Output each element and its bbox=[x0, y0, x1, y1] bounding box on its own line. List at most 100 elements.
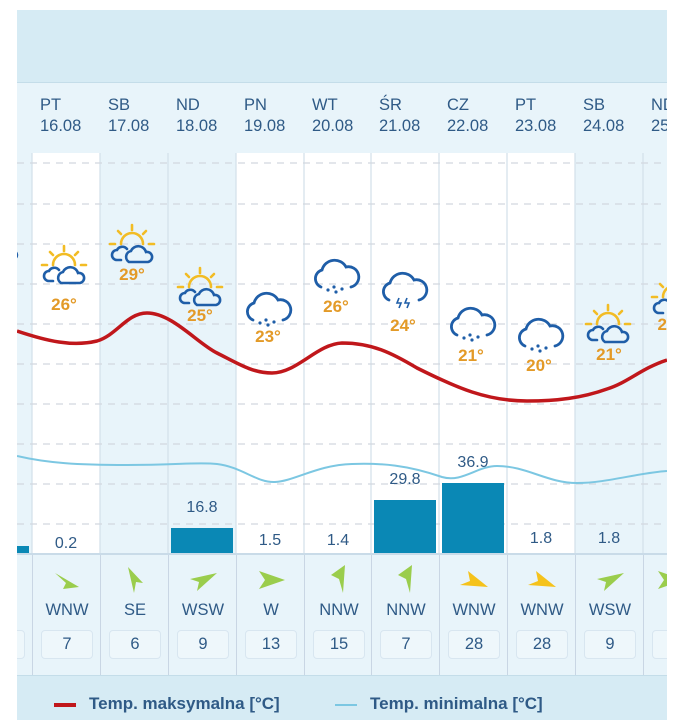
precipitation-label: 1.8 bbox=[529, 530, 553, 547]
wind-arrow-icon bbox=[528, 571, 556, 587]
wind-direction: SE bbox=[123, 601, 146, 619]
day-of-week: WT bbox=[312, 96, 338, 114]
max-temp-label: 23° bbox=[255, 327, 281, 346]
wind-arrow-icon bbox=[55, 573, 79, 589]
grid-lines bbox=[17, 162, 667, 525]
min-temp-swatch bbox=[335, 704, 357, 706]
day-date: 16.08 bbox=[40, 117, 82, 135]
min-temp-line bbox=[17, 455, 667, 485]
precipitation-label: 1.4 bbox=[326, 532, 350, 549]
day-of-week: PT bbox=[40, 96, 62, 114]
wind-speed-box bbox=[652, 630, 667, 659]
precipitation-label: 0.2 bbox=[54, 535, 78, 552]
wind-direction: WNW bbox=[45, 601, 89, 619]
wind-cell: WNW 7 bbox=[32, 555, 101, 675]
wind-speed-box bbox=[17, 630, 25, 659]
wind-speed-box: 28 bbox=[448, 630, 500, 659]
day-header: PT 16.08 bbox=[40, 95, 108, 137]
wind-speed-box: 7 bbox=[380, 630, 432, 659]
max-temp-label: 26° bbox=[51, 295, 77, 314]
day-date: 24.08 bbox=[583, 117, 625, 135]
rain-cloud-icon bbox=[445, 305, 499, 343]
wind-cell: WNW 28 bbox=[439, 555, 508, 675]
wind-speed-box: 7 bbox=[41, 630, 93, 659]
sun-behind-clouds-icon bbox=[649, 275, 667, 319]
day-header: PN 19.08 bbox=[244, 95, 312, 137]
sun-behind-clouds-icon bbox=[17, 237, 27, 267]
wind-cell: WSW 9 bbox=[575, 555, 644, 675]
day-header: ND 18.08 bbox=[176, 95, 244, 137]
wind-cell: W 13 bbox=[236, 555, 305, 675]
max-temp-label: 25° bbox=[187, 306, 213, 325]
sun-behind-clouds-icon bbox=[39, 243, 89, 287]
wind-speed-box: 6 bbox=[109, 630, 161, 659]
day-date: 17.08 bbox=[108, 117, 150, 135]
wind-direction: WNW bbox=[520, 601, 564, 619]
day-of-week: PT bbox=[515, 96, 537, 114]
wind-cell bbox=[17, 555, 33, 675]
day-of-week: SB bbox=[583, 96, 606, 114]
wind-speed-box: 15 bbox=[313, 630, 365, 659]
day-of-week: ND bbox=[651, 96, 667, 114]
day-date: 22.08 bbox=[447, 117, 489, 135]
wind-direction: WSW bbox=[588, 601, 632, 619]
precipitation-label: 29.8 bbox=[389, 471, 421, 488]
days-header bbox=[17, 83, 667, 153]
wind-cell bbox=[643, 555, 667, 675]
day-header: ŚR 21.08 bbox=[379, 95, 447, 137]
wind-direction: W bbox=[263, 601, 279, 619]
wind-arrow-icon bbox=[460, 571, 488, 587]
wind-arrow-icon bbox=[190, 573, 217, 591]
thunderstorm-cloud-icon bbox=[377, 270, 431, 312]
precipitation-label: 1.5 bbox=[258, 532, 282, 549]
wind-cell: NNW 7 bbox=[371, 555, 440, 675]
day-header: CZ 22.08 bbox=[447, 95, 515, 137]
legend-max-temp[interactable]: Temp. maksymalna [°C] bbox=[89, 694, 280, 713]
day-date: 20.08 bbox=[312, 117, 354, 135]
wind-arrow-icon bbox=[398, 565, 412, 593]
day-header: SB 24.08 bbox=[583, 95, 651, 137]
day-of-week: ŚR bbox=[379, 96, 402, 114]
max-temp-swatch bbox=[54, 703, 76, 707]
wind-direction: WNW bbox=[452, 601, 496, 619]
day-of-week: SB bbox=[108, 96, 131, 114]
column-lines bbox=[31, 153, 644, 563]
day-date: 23.08 bbox=[515, 117, 557, 135]
wind-cell: WSW 9 bbox=[168, 555, 237, 675]
wind-speed-box: 9 bbox=[584, 630, 636, 659]
rain-cloud-icon bbox=[513, 316, 567, 354]
day-header: PT 23.08 bbox=[515, 95, 583, 137]
max-temp-label: 26° bbox=[323, 297, 349, 316]
precipitation-label: 1.8 bbox=[597, 530, 621, 547]
day-header: ND 25 bbox=[651, 95, 667, 137]
day-date: 18.08 bbox=[176, 117, 218, 135]
rain-cloud-icon bbox=[309, 257, 363, 295]
header-band bbox=[17, 10, 667, 83]
legend-min-temp[interactable]: Temp. minimalna [°C] bbox=[370, 694, 543, 713]
day-of-week: PN bbox=[244, 96, 267, 114]
day-date: 25 bbox=[651, 117, 667, 135]
day-header: SB 17.08 bbox=[108, 95, 176, 137]
wind-direction: NNW bbox=[386, 601, 426, 619]
max-temp-line bbox=[17, 311, 667, 403]
wind-arrow-icon bbox=[331, 565, 345, 593]
wind-arrow-icon bbox=[658, 571, 667, 589]
wind-direction: NNW bbox=[319, 601, 359, 619]
day-of-week: ND bbox=[176, 96, 200, 114]
wind-speed-box: 9 bbox=[177, 630, 229, 659]
wind-cell: WNW 28 bbox=[507, 555, 576, 675]
sun-behind-clouds-icon bbox=[107, 222, 157, 266]
wind-arrow-icon bbox=[597, 573, 624, 591]
day-of-week: CZ bbox=[447, 96, 469, 114]
weather-forecast-panel: PT 16.08 SB 17.08 ND 18.08 PN 19.08 WT 20.08 … bbox=[17, 10, 667, 720]
wind-speed-box: 13 bbox=[245, 630, 297, 659]
day-header: WT 20.08 bbox=[312, 95, 380, 137]
max-temp-label: 24° bbox=[390, 316, 416, 335]
wind-speed-box: 28 bbox=[516, 630, 568, 659]
wind-cell: NNW 15 bbox=[304, 555, 373, 675]
precipitation-label: 16.8 bbox=[186, 499, 218, 516]
max-temp-label: 21° bbox=[458, 346, 484, 365]
wind-cell: SE 6 bbox=[100, 555, 169, 675]
rain-cloud-icon bbox=[241, 290, 295, 328]
chart-legend: Temp. maksymalna [°C] Temp. minimalna [°… bbox=[17, 675, 667, 720]
